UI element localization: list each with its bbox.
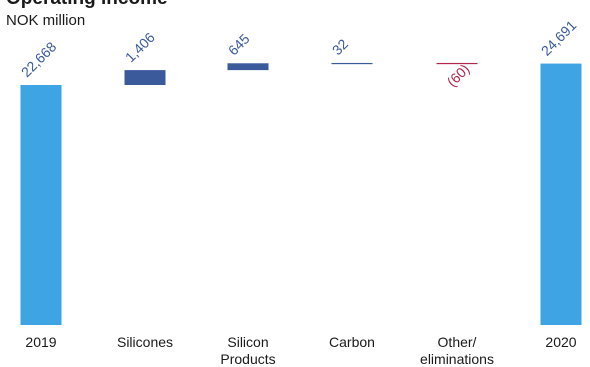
value-label-4: 32 xyxy=(329,36,351,58)
value-label-5: (60) xyxy=(444,61,473,90)
bar-2 xyxy=(124,70,166,85)
value-label-6: 24,691 xyxy=(538,17,580,59)
chart-unit-label: NOK million xyxy=(6,12,86,29)
value-label-3: 645 xyxy=(225,30,253,58)
value-label-1: 22,668 xyxy=(18,38,60,80)
category-label-3-line-1: Silicon xyxy=(227,334,268,350)
category-label-3-line-2: Products xyxy=(220,351,275,367)
category-label-5-line-2: eliminations xyxy=(420,351,494,367)
bar-1 xyxy=(20,85,62,325)
bar-3 xyxy=(227,63,269,71)
category-label-1: 2019 xyxy=(25,334,56,350)
category-label-6: 2020 xyxy=(545,334,576,350)
category-label-2: Silicones xyxy=(117,334,173,350)
bar-4 xyxy=(331,62,373,65)
category-label-5-line-1: Other/ xyxy=(438,334,477,350)
bar-5 xyxy=(436,62,478,65)
category-label-4: Carbon xyxy=(329,334,375,350)
value-label-2: 1,406 xyxy=(122,29,158,65)
bar-6 xyxy=(540,63,582,325)
chart-title: Operating income xyxy=(6,0,168,10)
